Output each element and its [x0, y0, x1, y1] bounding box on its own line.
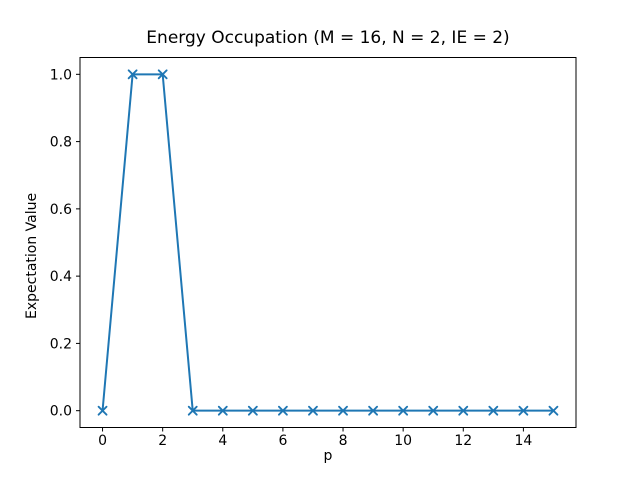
x-marker [488, 405, 499, 416]
y-tick-label: 0.2 [50, 336, 72, 352]
x-tick-label: 0 [98, 433, 107, 449]
y-tick-label: 1.0 [50, 67, 72, 83]
x-marker [187, 405, 198, 416]
x-marker [247, 405, 258, 416]
x-marker [157, 69, 168, 80]
x-axis-label: p [323, 448, 333, 464]
axes-frame [79, 57, 577, 428]
y-tick-label: 0.6 [50, 202, 72, 218]
x-tick-label: 12 [454, 433, 472, 449]
x-tick-label: 2 [158, 433, 167, 449]
x-tick-label: 10 [394, 433, 412, 449]
x-marker [338, 405, 348, 416]
x-marker [548, 405, 559, 416]
x-marker [127, 69, 138, 80]
data-line [101, 73, 554, 412]
x-tick-label: 6 [278, 433, 287, 449]
x-tick-label: 14 [514, 433, 532, 449]
x-marker [368, 405, 378, 416]
y-tick-label: 0.0 [50, 404, 72, 420]
x-tick-label: 4 [218, 433, 227, 449]
x-marker [308, 405, 318, 416]
x-marker [428, 405, 439, 416]
x-marker [278, 405, 288, 416]
x-marker [97, 405, 108, 416]
y-tick-label: 0.8 [50, 135, 72, 151]
x-marker [458, 405, 469, 416]
x-marker [398, 405, 409, 416]
y-tick-label: 0.4 [50, 269, 72, 285]
x-tick-label: 8 [339, 433, 348, 449]
chart-title: Energy Occupation (M = 16, N = 2, IE = 2… [146, 28, 510, 48]
x-marker [217, 405, 228, 416]
x-marker [518, 405, 529, 416]
